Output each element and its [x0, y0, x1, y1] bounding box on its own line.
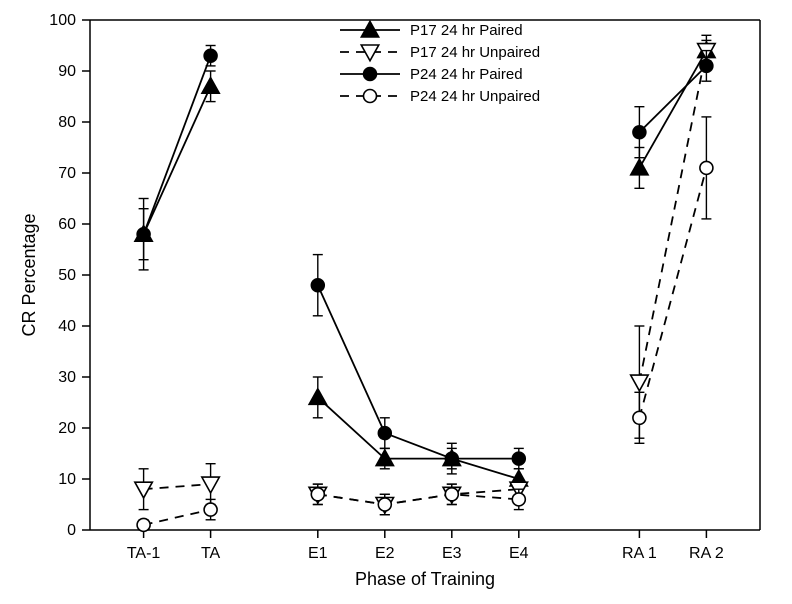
- y-tick-label: 0: [67, 522, 76, 539]
- legend-label: P17 24 hr Paired: [410, 22, 523, 39]
- legend-label: P24 24 hr Unpaired: [410, 88, 540, 105]
- x-tick-label: TA-1: [127, 545, 161, 562]
- y-tick-label: 70: [58, 165, 76, 182]
- y-tick-label: 60: [58, 216, 76, 233]
- x-axis-label: Phase of Training: [355, 569, 495, 589]
- x-tick-label: RA 2: [689, 545, 724, 562]
- y-tick-label: 20: [58, 420, 76, 437]
- x-tick-label: E4: [509, 545, 529, 562]
- y-tick-label: 90: [58, 63, 76, 80]
- y-axis-label: CR Percentage: [19, 213, 39, 336]
- y-tick-label: 10: [58, 471, 76, 488]
- y-tick-label: 50: [58, 267, 76, 284]
- cr-percentage-chart: 0 10 20 30 40 50 60 70 80 90 100 TA-1 TA E1 E2 E3 E4 RA 1…: [0, 0, 792, 604]
- legend-label: P17 24 hr Unpaired: [410, 44, 540, 61]
- chart-container: 0 10 20 30 40 50 60 70 80 90 100 TA-1 TA E1 E2 E3 E4 RA 1…: [0, 0, 792, 604]
- y-tick-label: 100: [49, 12, 76, 29]
- x-tick-label: RA 1: [622, 545, 657, 562]
- x-tick-label: E1: [308, 545, 328, 562]
- x-tick-label: E3: [442, 545, 462, 562]
- y-tick-label: 80: [58, 114, 76, 131]
- legend-label: P24 24 hr Paired: [410, 66, 523, 83]
- x-tick-label: TA: [201, 545, 221, 562]
- x-tick-label: E2: [375, 545, 395, 562]
- y-tick-label: 30: [58, 369, 76, 386]
- y-tick-label: 40: [58, 318, 76, 335]
